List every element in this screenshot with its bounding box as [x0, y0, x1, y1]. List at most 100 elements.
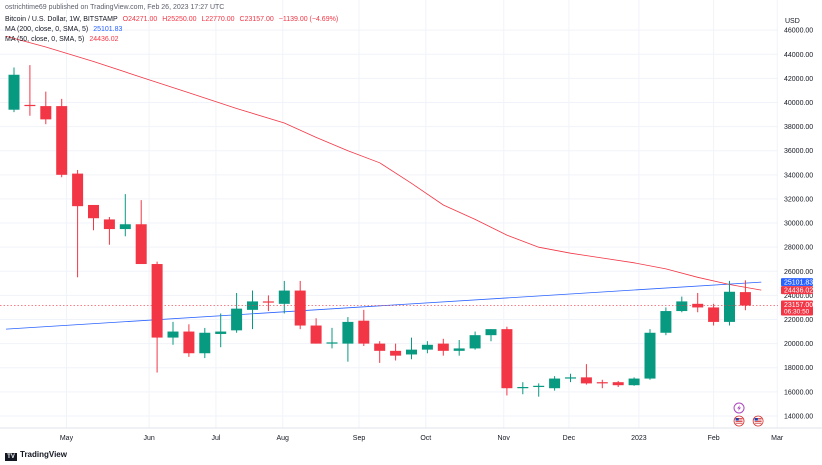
candle-up [644, 329, 656, 380]
candle-up [549, 376, 561, 391]
candle-down [739, 280, 751, 311]
candle-body [294, 290, 306, 326]
price-label-text: 23157.00 [784, 302, 813, 309]
candle-up [278, 280, 290, 314]
flag-stripe [754, 419, 762, 421]
candle-body [199, 332, 211, 354]
candle-body [262, 301, 274, 303]
candle-down [501, 326, 513, 396]
candle-down [40, 91, 52, 125]
price-tick-label: 40000.00 [784, 100, 813, 107]
candle-body [739, 292, 751, 306]
time-tick-label: Mar [771, 435, 784, 442]
price-label-text: 24436.02 [784, 288, 813, 295]
ma50-legend-row[interactable]: MA (50, close, 0, SMA, 5) 24436.02 [5, 35, 341, 45]
time-axis[interactable]: May Jun Jul Aug Sep Oct Nov Dec 2023 Feb Mar [0, 427, 822, 442]
ma50-value: 24436.02 [89, 36, 119, 43]
time-tick-label: Aug [276, 435, 289, 442]
price-axis[interactable]: USD 14000.00 16000.00 18000.00 20000.00 22000… [778, 0, 822, 465]
candle-body [151, 264, 163, 338]
candle-down [88, 204, 99, 231]
ma200-legend-row[interactable]: MA (200, close, 0, SMA, 5) 25101.83 [5, 25, 341, 35]
candle-body [533, 385, 545, 388]
candle-up [421, 341, 433, 354]
flag-canton [735, 418, 739, 421]
lightning-icon [733, 402, 745, 414]
candle-down [183, 324, 195, 357]
candle-up [215, 313, 227, 348]
candle-up [660, 307, 672, 336]
time-tick-label: Nov [497, 435, 510, 442]
candle-body [469, 335, 481, 349]
candle-body [406, 349, 417, 355]
candle-down [151, 261, 163, 373]
candle-body [437, 343, 449, 351]
candle-body [644, 332, 656, 379]
flag-stripe [735, 418, 743, 419]
price-axis-background [778, 0, 822, 465]
time-tick-label: Sep [353, 435, 366, 442]
publisher-text: ostrichtime69 published on TradingView.c… [5, 4, 225, 11]
candle-body [596, 382, 608, 384]
candle-down [708, 303, 720, 326]
open-value: O24271.00 [122, 16, 158, 23]
candle-down [294, 280, 306, 330]
candle-up [676, 296, 688, 313]
price-tick-label: 42000.00 [784, 76, 813, 83]
event-markers [733, 402, 764, 427]
ma50-line [5, 35, 762, 291]
candle-up [628, 377, 640, 386]
candle-up [167, 321, 179, 345]
us-flag-icon [752, 415, 764, 427]
candle-body [8, 74, 20, 110]
lightning-glyph [737, 405, 742, 411]
candle-down [374, 341, 386, 363]
price-tick-label: 36000.00 [784, 148, 813, 155]
candle-up [231, 292, 243, 333]
price-tick-label: 46000.00 [784, 28, 813, 35]
time-tick-label: Oct [420, 435, 431, 442]
chart-legend: Bitcoin / U.S. Dollar, 1W, BITSTAMP O242… [5, 15, 341, 45]
candle-up [119, 194, 131, 237]
ma50-label: MA (50, close, 0, SMA, 5) [5, 36, 85, 43]
flag-stripe [754, 418, 762, 419]
currency-label: USD [785, 18, 800, 25]
price-tick-label: 30000.00 [784, 221, 813, 228]
candle-body [326, 342, 338, 344]
candle-up [453, 339, 465, 356]
candle-body [485, 329, 497, 336]
close-value: C23157.00 [239, 16, 274, 23]
candle-body [708, 307, 720, 322]
candle-down [437, 338, 449, 356]
candle-body [88, 204, 99, 219]
candle-body [358, 320, 370, 344]
price-label-box [781, 286, 813, 295]
high-value: H25250.00 [162, 16, 197, 23]
candle-up [8, 67, 20, 113]
candle-down [262, 295, 274, 312]
candle-body [72, 173, 84, 207]
price-tick-label: 32000.00 [784, 196, 813, 203]
price-tick-label: 14000.00 [784, 413, 813, 420]
price-tick-label: 16000.00 [784, 389, 813, 396]
price-tick-label: 26000.00 [784, 269, 813, 276]
ma200-value: 25101.83 [93, 26, 123, 33]
candle-up [342, 317, 354, 362]
candles [8, 65, 751, 397]
candle-down [103, 217, 115, 245]
flag-stripe [735, 419, 743, 421]
candle-down [72, 169, 84, 278]
low-value: L22770.00 [201, 16, 235, 23]
candle-down [596, 379, 608, 389]
time-tick-label: Jun [144, 435, 155, 442]
ma200-series [5, 281, 762, 330]
candle-up [485, 329, 497, 342]
candle-body [24, 104, 36, 107]
candle-down [56, 98, 68, 178]
symbol-name[interactable]: Bitcoin / U.S. Dollar, 1W, BITSTAMP [5, 16, 118, 23]
time-tick-label: Dec [563, 435, 576, 442]
candle-body [565, 377, 576, 379]
tradingview-footer[interactable]: TV TradingView [5, 450, 67, 461]
candle-body [453, 348, 465, 351]
